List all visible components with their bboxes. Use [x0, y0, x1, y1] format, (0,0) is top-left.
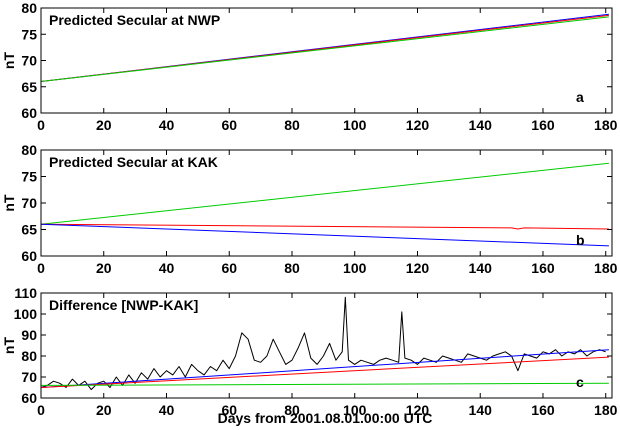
panel-3-x-tick-label: 60	[221, 402, 237, 418]
panel-3-x-tick-label: 120	[406, 402, 430, 418]
panel-1-x-tick-label: 60	[221, 117, 237, 133]
panel-3-x-tick-label: 140	[469, 402, 493, 418]
panel-1-y-tick-label: 70	[21, 53, 37, 69]
panel-1-x-tick-label: 80	[284, 117, 300, 133]
panel-1-x-tick-label: 20	[96, 117, 112, 133]
panel-2-x-tick-label: 160	[531, 260, 555, 276]
panel-1-x-tick-label: 100	[343, 117, 367, 133]
panel-2-y-tick-label: 80	[21, 142, 37, 158]
panel-1-x-tick-label: 180	[594, 117, 618, 133]
panel-2-label: b	[576, 232, 585, 248]
panel-2-x-tick-label: 40	[159, 260, 175, 276]
panel-3-frame	[40, 292, 613, 399]
panel-2-y-tick-label: 60	[21, 248, 37, 264]
panel-1-label: a	[576, 89, 584, 105]
panel-3-y-tick-label: 110	[14, 285, 37, 301]
panel-2-x-tick-label: 20	[96, 260, 112, 276]
panel-1-title: Predicted Secular at NWP	[49, 12, 220, 28]
panel-2-series-1-line	[40, 162, 609, 225]
panel-3-label: c	[576, 374, 584, 390]
panel-2-y-axis-label: nT	[1, 194, 17, 212]
panel-3-x-tick-label: 40	[159, 402, 175, 418]
panel-3-series-2-line	[40, 349, 609, 388]
panel-1-y-axis-label: nT	[1, 52, 17, 70]
panel-1-x-tick-label: 40	[159, 117, 175, 133]
panel-3-y-tick-label: 90	[21, 327, 37, 343]
panel-2-x-tick-label: 0	[37, 260, 45, 276]
panel-2-series-2-line	[40, 223, 609, 230]
panel-2-series-3-line	[40, 223, 609, 247]
panel-3-series-1-line	[40, 296, 606, 391]
panel-3-x-tick-label: 160	[531, 402, 555, 418]
panel-1-y-tick-label: 75	[21, 26, 37, 42]
panel-3-x-tick-label: 0	[37, 402, 45, 418]
panel-3-x-tick-label: 80	[284, 402, 300, 418]
panel-3-series-4-line	[40, 382, 609, 386]
panel-1-x-tick-label: 0	[37, 117, 45, 133]
panel-1-series-3-line	[40, 16, 609, 82]
x-axis-label: Days from 2001.08.01.00:00 UTC	[218, 410, 433, 426]
panel-2-title: Predicted Secular at KAK	[49, 154, 218, 170]
panel-2-y-tick-label: 65	[21, 222, 37, 238]
panel-3-y-tick-label: 100	[14, 306, 38, 322]
panel-3-title: Difference [NWP-KAK]	[49, 297, 198, 313]
panel-1-x-tick-label: 160	[531, 117, 555, 133]
panel-3-x-tick-label: 100	[343, 402, 367, 418]
panel-2-x-tick-label: 180	[594, 260, 618, 276]
panel-3-y-tick-label: 60	[21, 390, 37, 406]
panel-2-x-tick-label: 120	[406, 260, 430, 276]
panel-1-y-tick-label: 80	[21, 0, 37, 16]
panel-2-x-tick-label: 100	[343, 260, 367, 276]
panel-1-y-tick-label: 65	[21, 79, 37, 95]
panel-3-y-axis-label: nT	[1, 337, 17, 355]
panel-2-x-tick-label: 140	[469, 260, 493, 276]
panel-2-y-tick-label: 70	[21, 195, 37, 211]
panel-3-y-tick-label: 70	[21, 369, 37, 385]
panel-1-x-tick-label: 120	[406, 117, 430, 133]
panel-3-x-tick-label: 180	[594, 402, 618, 418]
panel-3-series-3-line	[40, 356, 609, 388]
panel-2-x-tick-label: 80	[284, 260, 300, 276]
panel-3-y-tick-label: 80	[21, 348, 37, 364]
panel-1-y-tick-label: 60	[21, 105, 37, 121]
panel-1-x-tick-label: 140	[469, 117, 493, 133]
panel-2-x-tick-label: 60	[221, 260, 237, 276]
panel-3-x-tick-label: 20	[96, 402, 112, 418]
panel-2-y-tick-label: 75	[21, 169, 37, 185]
